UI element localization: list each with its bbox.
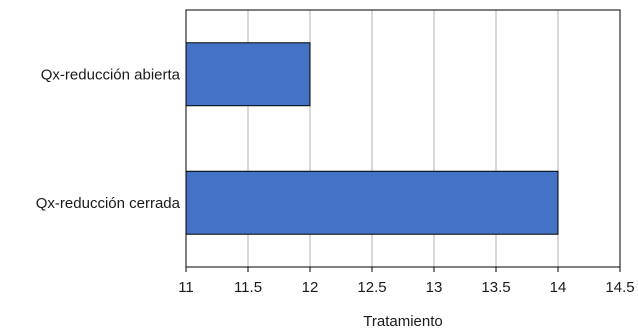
x-tick-label: 14.5 xyxy=(605,279,634,296)
bar xyxy=(185,42,311,107)
x-tick-label: 14 xyxy=(550,279,567,296)
category-label: Qx-reducción abierta xyxy=(41,66,181,83)
x-tick-label: 13 xyxy=(426,279,443,296)
x-axis-ticks: 11 11.5 12 12.5 13 13.5 14 14.5 xyxy=(178,267,635,296)
x-tick-label: 12.5 xyxy=(357,279,386,296)
bars xyxy=(185,42,559,235)
x-tick-label: 11.5 xyxy=(234,279,262,296)
bar xyxy=(185,170,559,235)
category-label: Qx-reducción cerrada xyxy=(36,195,181,212)
x-axis-title: Tratamiento xyxy=(363,313,442,330)
x-tick-label: 11 xyxy=(178,279,194,296)
plot-area-frame xyxy=(185,9,621,268)
x-tick-label: 13.5 xyxy=(481,279,510,296)
category-labels: Qx-reducción abierta Qx-reducción cerrada xyxy=(36,66,181,212)
x-tick-label: 12 xyxy=(302,279,319,296)
